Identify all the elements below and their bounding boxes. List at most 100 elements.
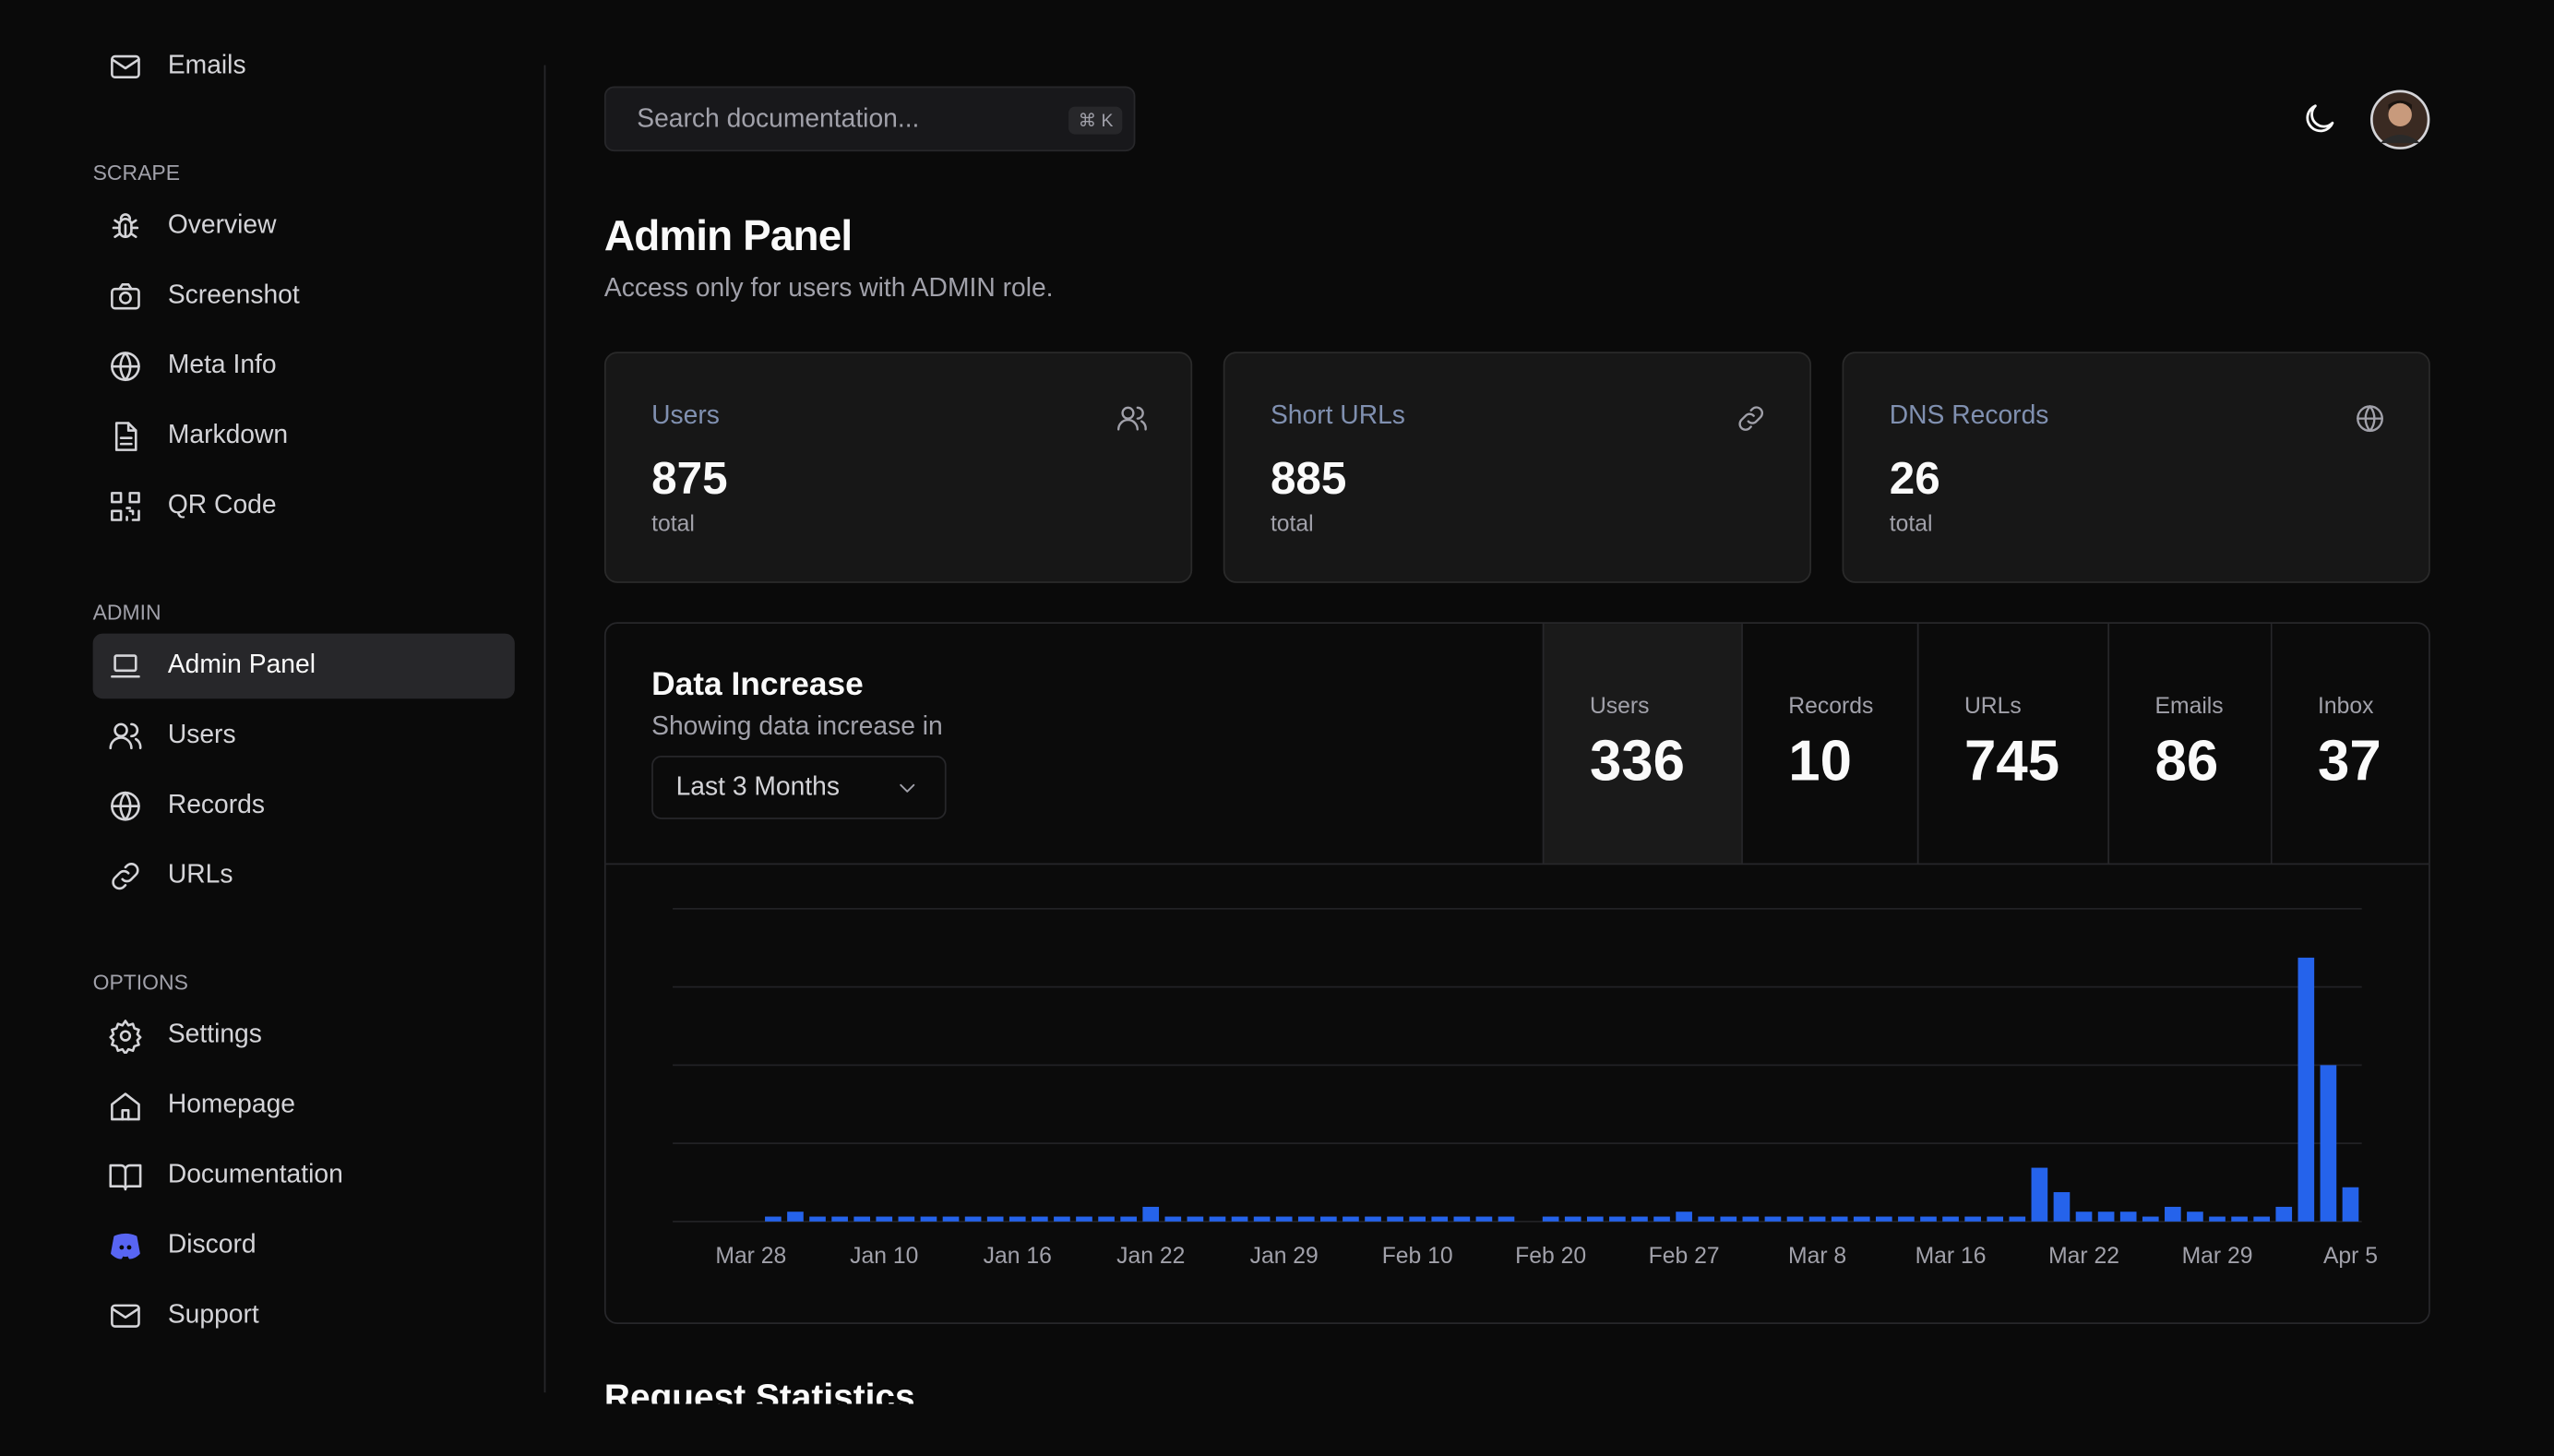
bar — [1764, 1216, 1782, 1222]
card-label: Short URLs — [1270, 401, 1405, 430]
bar — [920, 1216, 937, 1222]
bar — [1098, 1216, 1115, 1222]
bar — [1076, 1216, 1092, 1222]
nav-item[interactable]: Meta Info — [167, 352, 277, 380]
bar — [1853, 1216, 1870, 1222]
stat-label: Records — [1788, 692, 1874, 719]
nav-item[interactable]: URLs — [167, 861, 233, 889]
card-value: 875 — [651, 452, 728, 504]
icon — [112, 863, 139, 890]
icon — [114, 422, 137, 451]
bar — [1631, 1216, 1648, 1222]
icon — [111, 1092, 140, 1121]
x-tick-label: Apr 5 — [2323, 1244, 2378, 1269]
bar — [2275, 1206, 2293, 1222]
bar — [787, 1211, 804, 1222]
nav-item[interactable]: Records — [167, 791, 266, 819]
bar — [2142, 1216, 2159, 1222]
search-box[interactable]: Search documentation... ⌘ K — [603, 86, 1136, 152]
search-shortcut: ⌘ K — [1068, 106, 1124, 135]
icon — [111, 1304, 140, 1328]
x-tick-label: Mar 29 — [2182, 1244, 2253, 1269]
panel-divider — [605, 863, 2429, 865]
nav-item[interactable]: Markdown — [167, 422, 289, 450]
bar — [1542, 1216, 1559, 1222]
bar — [1275, 1216, 1293, 1222]
bar — [1320, 1216, 1337, 1222]
stat-cell: Inbox 37 — [2270, 624, 2429, 864]
nav-item[interactable]: Homepage — [167, 1091, 296, 1119]
bar — [1142, 1206, 1160, 1222]
nav-section-title: ADMIN — [92, 600, 161, 625]
x-tick-label: Mar 16 — [1916, 1244, 1987, 1269]
page-subtitle: Access only for users with ADMIN role. — [603, 275, 1054, 304]
bar — [1431, 1216, 1449, 1222]
x-tick-label: Feb 10 — [1382, 1244, 1453, 1269]
bar — [1187, 1216, 1204, 1222]
stat-card: Users 875 total — [603, 352, 1193, 583]
bar — [1365, 1216, 1381, 1222]
card-label: Users — [651, 401, 720, 430]
bar — [2119, 1211, 2137, 1222]
page-title: Admin Panel — [603, 210, 853, 260]
icon — [111, 1233, 140, 1259]
nav-item[interactable]: Overview — [167, 211, 277, 240]
bar — [1653, 1216, 1670, 1222]
bar — [765, 1216, 782, 1222]
icon — [109, 1020, 142, 1055]
nav-item[interactable]: Users — [167, 721, 236, 749]
range-select[interactable]: Last 3 Months — [651, 756, 947, 819]
nav-item[interactable]: QR Code — [167, 492, 277, 520]
bar — [853, 1216, 871, 1222]
bar — [1120, 1216, 1137, 1222]
icon — [111, 54, 140, 78]
bar — [2031, 1167, 2048, 1222]
x-tick-label: Jan 22 — [1116, 1244, 1185, 1269]
bar — [1609, 1216, 1626, 1222]
bar — [1876, 1216, 1892, 1222]
nav-item[interactable]: Screenshot — [167, 281, 300, 310]
bar — [2320, 1065, 2337, 1222]
bar — [1942, 1216, 1959, 1222]
stat-value: 336 — [1589, 729, 1686, 794]
bar — [2075, 1211, 2093, 1222]
avatar[interactable] — [2369, 90, 2430, 149]
bar — [1676, 1211, 1692, 1222]
nav-section-title: SCRAPE — [92, 160, 181, 185]
icon — [111, 791, 140, 821]
icon — [111, 283, 140, 310]
stat-cell: Records 10 — [1741, 624, 1917, 864]
bar — [1032, 1216, 1048, 1222]
nav-item[interactable]: Documentation — [167, 1161, 343, 1189]
bar — [1808, 1216, 1826, 1222]
bar — [1164, 1216, 1182, 1222]
bar — [986, 1216, 1004, 1222]
nav-item: Emails — [167, 52, 246, 80]
stat-card: Short URLs 885 total — [1223, 352, 1812, 583]
bar — [942, 1216, 960, 1222]
nav-item[interactable]: Admin Panel — [167, 651, 316, 680]
range-value: Last 3 Months — [675, 773, 841, 802]
card-unit: total — [1270, 509, 1314, 536]
stat-label: Users — [1589, 692, 1650, 719]
icon — [2357, 405, 2383, 433]
bar — [1008, 1216, 1026, 1222]
nav-item[interactable]: Discord — [167, 1231, 257, 1259]
bar — [1409, 1216, 1426, 1222]
bar — [2342, 1187, 2359, 1222]
stat-card: DNS Records 26 total — [1842, 352, 2430, 583]
nav-item[interactable]: Settings — [167, 1020, 262, 1049]
bar — [2097, 1211, 2115, 1222]
bar — [2009, 1216, 2026, 1222]
panel-subtitle: Showing data increase in — [651, 713, 943, 742]
theme-toggle[interactable] — [2300, 100, 2339, 138]
nav-item[interactable]: Support — [167, 1301, 259, 1330]
section-heading: Request Statistics — [603, 1376, 915, 1404]
bar — [1297, 1216, 1315, 1222]
stat-label: Inbox — [2318, 692, 2374, 719]
card-unit: total — [1889, 509, 1933, 536]
bar — [1387, 1216, 1403, 1222]
bar — [1253, 1216, 1271, 1222]
